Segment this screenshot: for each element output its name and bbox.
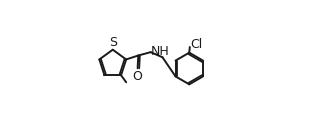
Text: S: S [109, 36, 117, 49]
Text: Cl: Cl [190, 38, 202, 51]
Text: NH: NH [151, 45, 170, 58]
Text: O: O [133, 70, 142, 83]
